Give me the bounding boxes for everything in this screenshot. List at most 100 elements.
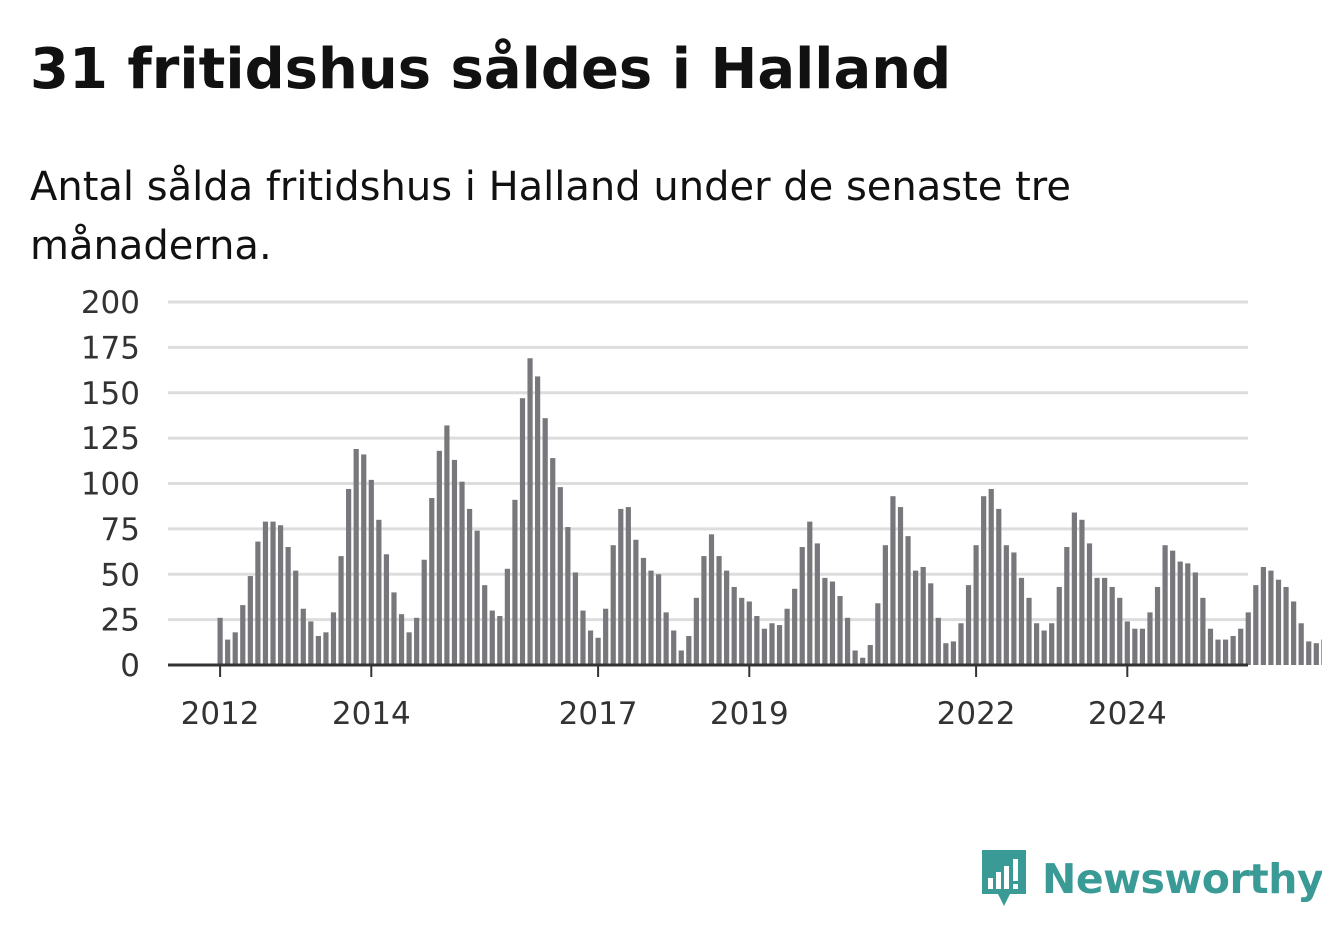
newsworthy-logo-icon (982, 850, 1026, 906)
y-tick-label-25: 25 (101, 603, 140, 639)
bar-43 (542, 418, 548, 665)
bar-90 (897, 507, 904, 665)
bar-143 (1298, 623, 1304, 665)
bar-57 (648, 570, 654, 665)
bar-56 (640, 557, 647, 665)
bar-6 (262, 521, 269, 665)
bar-136 (1245, 612, 1251, 665)
bar-1 (225, 639, 231, 665)
bar-50 (595, 637, 601, 665)
bar-62 (686, 635, 692, 665)
bar-39 (512, 499, 518, 665)
bar-7 (270, 521, 276, 665)
x-tick-label-2017: 2017 (559, 696, 638, 732)
newsworthy-brand: Newsworthy (980, 848, 1322, 910)
bar-113 (1071, 512, 1077, 665)
bar-20 (368, 479, 374, 665)
bar-40 (519, 398, 526, 665)
bar-82 (837, 596, 843, 665)
bar-2 (232, 632, 238, 665)
bar-12 (308, 621, 314, 665)
bar-15 (330, 612, 337, 665)
bar-37 (497, 615, 503, 665)
bar-18 (353, 449, 359, 665)
bar-65 (708, 534, 715, 665)
bar-140 (1275, 579, 1282, 665)
bar-30 (444, 425, 450, 665)
bar-104 (1003, 545, 1009, 665)
bar-22 (383, 554, 390, 665)
bar-101 (981, 496, 987, 665)
bar-19 (361, 454, 367, 665)
y-tick-label-150: 150 (81, 376, 140, 412)
bar-139 (1268, 570, 1274, 665)
bars (217, 358, 1322, 665)
bar-86 (867, 645, 873, 665)
bar-126 (1170, 550, 1176, 665)
bar-124 (1154, 586, 1161, 665)
bar-67 (724, 570, 730, 665)
bar-114 (1079, 519, 1085, 665)
bar-93 (920, 566, 926, 665)
bar-54 (625, 507, 631, 665)
bar-123 (1147, 612, 1153, 665)
bar-74 (776, 625, 783, 665)
bar-34 (474, 530, 480, 665)
bar-17 (346, 488, 352, 665)
y-axis-ticks: 0 25 50 75 100 125 150 175 200 (81, 285, 140, 684)
bar-106 (1018, 577, 1025, 665)
bar-4 (247, 576, 253, 665)
x-axis-ticks: 2012 2014 2017 2019 2022 2024 (181, 665, 1167, 732)
y-tick-label-200: 200 (81, 285, 140, 321)
bar-14 (323, 632, 329, 665)
bar-69 (739, 597, 745, 665)
bar-26 (414, 617, 420, 665)
bar-134 (1230, 635, 1236, 665)
chart-title: 31 fritidshus såldes i Halland (30, 37, 952, 102)
bar-8 (277, 525, 284, 665)
bar-99 (965, 585, 972, 665)
bar-38 (504, 568, 510, 665)
bar-48 (580, 610, 586, 665)
bar-59 (663, 612, 669, 665)
bar-83 (844, 617, 851, 665)
bar-29 (436, 450, 442, 665)
bar-76 (792, 588, 798, 665)
bar-55 (633, 539, 639, 665)
bar-91 (905, 536, 911, 665)
bar-51 (603, 608, 609, 665)
bar-24 (398, 614, 405, 665)
bar-36 (489, 610, 495, 665)
bar-61 (678, 650, 684, 665)
bar-87 (875, 603, 881, 665)
bar-100 (973, 545, 979, 665)
bar-109 (1041, 630, 1047, 665)
bar-23 (391, 592, 397, 665)
grid-lines (168, 300, 1248, 622)
x-tick-label-2024: 2024 (1088, 696, 1167, 732)
bar-131 (1207, 628, 1214, 665)
x-tick-label-2022: 2022 (937, 696, 1016, 732)
brand-name: Newsworthy (1042, 855, 1322, 903)
bar-13 (315, 635, 321, 665)
bar-81 (829, 581, 836, 665)
bar-79 (814, 543, 820, 665)
bar-10 (293, 570, 299, 665)
bar-71 (754, 615, 760, 665)
x-tick-label-2019: 2019 (710, 696, 789, 732)
bar-16 (338, 556, 344, 665)
bar-44 (550, 458, 556, 665)
bar-110 (1049, 623, 1055, 665)
bar-132 (1215, 639, 1221, 665)
y-tick-label-100: 100 (81, 467, 140, 503)
bar-52 (610, 545, 616, 665)
bar-127 (1177, 561, 1183, 665)
bar-68 (731, 586, 737, 665)
bar-80 (822, 577, 828, 665)
bar-89 (890, 496, 896, 665)
bar-78 (807, 521, 813, 665)
bar-129 (1192, 572, 1198, 665)
bar-144 (1306, 641, 1312, 665)
bar-70 (746, 601, 752, 665)
bar-105 (1011, 552, 1017, 665)
